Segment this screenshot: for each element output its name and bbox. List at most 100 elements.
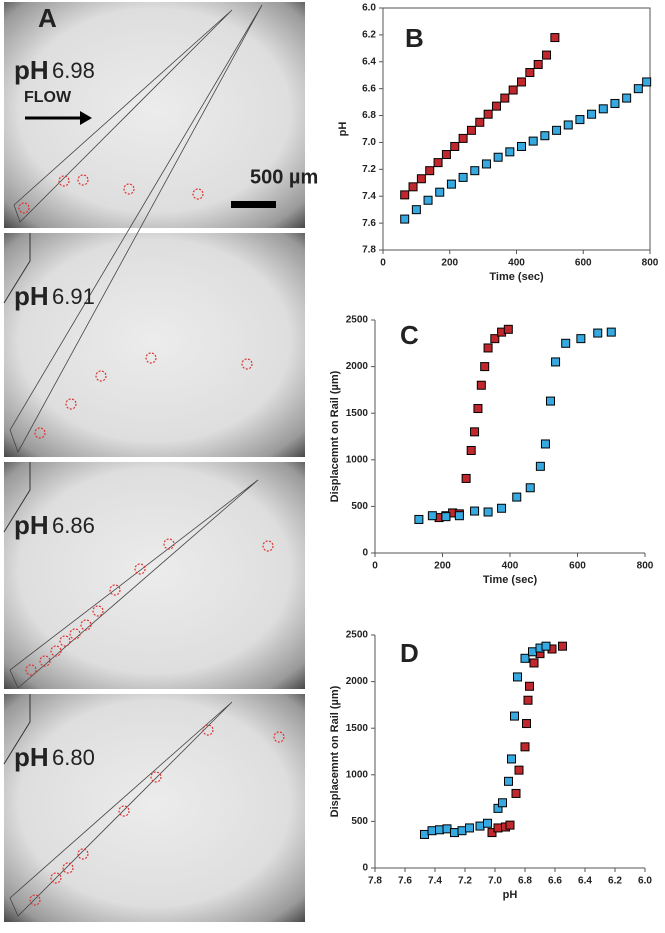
data-point: [587, 109, 597, 119]
data-point: [598, 104, 608, 114]
data-point: [552, 125, 562, 135]
bead-marker: [18, 202, 30, 214]
panel-label: C: [400, 320, 419, 350]
x-tick-label: 400: [508, 258, 525, 269]
data-point: [470, 506, 480, 516]
x-tick-label: 6.4: [578, 876, 592, 887]
data-point: [414, 514, 424, 524]
y-tick-label: 2000: [346, 361, 369, 372]
data-point: [493, 823, 503, 833]
data-point: [420, 829, 429, 839]
x-tick-label: 600: [575, 258, 592, 269]
data-point: [454, 511, 464, 521]
data-point: [475, 821, 485, 831]
data-point: [461, 473, 471, 483]
x-tick-label: 6.0: [638, 876, 652, 887]
data-point: [473, 404, 483, 414]
x-tick-label: 400: [502, 561, 519, 572]
y-tick-label: 1000: [346, 769, 369, 780]
bead-marker: [62, 862, 74, 874]
data-point: [633, 84, 643, 94]
flow-arrowhead: [80, 111, 92, 125]
data-point: [483, 507, 493, 517]
data-point: [470, 166, 480, 176]
x-tick-label: 200: [441, 258, 458, 269]
data-point: [441, 512, 451, 522]
data-point: [563, 120, 573, 130]
y-tick-label: 6.8: [362, 110, 376, 121]
channel-edge: [3, 233, 31, 304]
data-point: [423, 195, 433, 205]
bead-marker: [123, 183, 135, 195]
bead-marker: [241, 358, 253, 370]
bead-marker: [163, 538, 175, 550]
y-tick-label: 2500: [346, 630, 369, 641]
bead-marker: [59, 635, 71, 647]
micrograph: [4, 694, 305, 922]
bead-marker: [262, 540, 274, 552]
micrograph: [4, 233, 305, 457]
data-point: [503, 324, 513, 334]
ph-label: pH: [14, 510, 49, 540]
y-tick-label: 500: [351, 501, 368, 512]
data-point: [507, 754, 516, 764]
y-tick-label: 7.0: [362, 137, 376, 148]
data-point: [546, 396, 555, 406]
x-tick-label: 200: [434, 561, 451, 572]
bead-marker: [145, 352, 157, 364]
bead-marker: [273, 731, 285, 743]
data-point: [433, 158, 443, 168]
rail: [9, 4, 263, 453]
bead-marker: [39, 655, 51, 667]
scale-label: 500 µm: [250, 166, 318, 188]
data-point: [483, 818, 492, 828]
bead-marker: [25, 664, 37, 676]
data-point: [525, 68, 535, 78]
data-point: [435, 825, 444, 835]
x-tick-label: 7.2: [458, 876, 472, 887]
data-point: [487, 828, 497, 838]
data-point: [540, 131, 550, 141]
x-axis-title: pH: [503, 889, 518, 901]
x-tick-label: 6.6: [548, 876, 562, 887]
bead-marker: [58, 175, 70, 187]
x-axis-title: Time (sec): [483, 574, 538, 586]
data-point: [408, 182, 418, 192]
scale-bar: [231, 201, 276, 208]
ph-label: pH: [14, 55, 49, 85]
data-point: [561, 338, 571, 348]
x-tick-label: 7.4: [428, 876, 442, 887]
bead-marker: [50, 645, 62, 657]
data-point: [535, 461, 545, 471]
data-point: [416, 174, 426, 184]
data-point: [481, 159, 491, 169]
data-point: [576, 334, 586, 344]
x-tick-label: 6.2: [608, 876, 622, 887]
y-tick-label: 0: [362, 548, 368, 559]
y-tick-label: 7.2: [362, 164, 376, 175]
x-tick-label: 0: [372, 561, 378, 572]
x-tick-label: 0: [380, 258, 386, 269]
data-point: [427, 511, 437, 521]
data-point: [533, 59, 543, 69]
bead-marker: [92, 605, 104, 617]
panel-label: B: [405, 23, 424, 53]
x-tick-label: 800: [637, 561, 654, 572]
data-point: [508, 85, 518, 95]
bead-marker: [202, 724, 214, 736]
data-point: [498, 798, 507, 808]
data-point: [483, 109, 493, 119]
bead-marker: [134, 563, 146, 575]
bead-marker: [118, 805, 130, 817]
x-axis-title: Time (sec): [489, 271, 544, 283]
bead-marker: [65, 398, 77, 410]
data-point: [541, 641, 551, 651]
data-point: [520, 653, 530, 663]
x-tick-label: 800: [642, 258, 659, 269]
data-point: [610, 98, 620, 108]
data-point: [514, 765, 524, 775]
data-point: [528, 647, 537, 657]
data-point: [490, 334, 500, 344]
